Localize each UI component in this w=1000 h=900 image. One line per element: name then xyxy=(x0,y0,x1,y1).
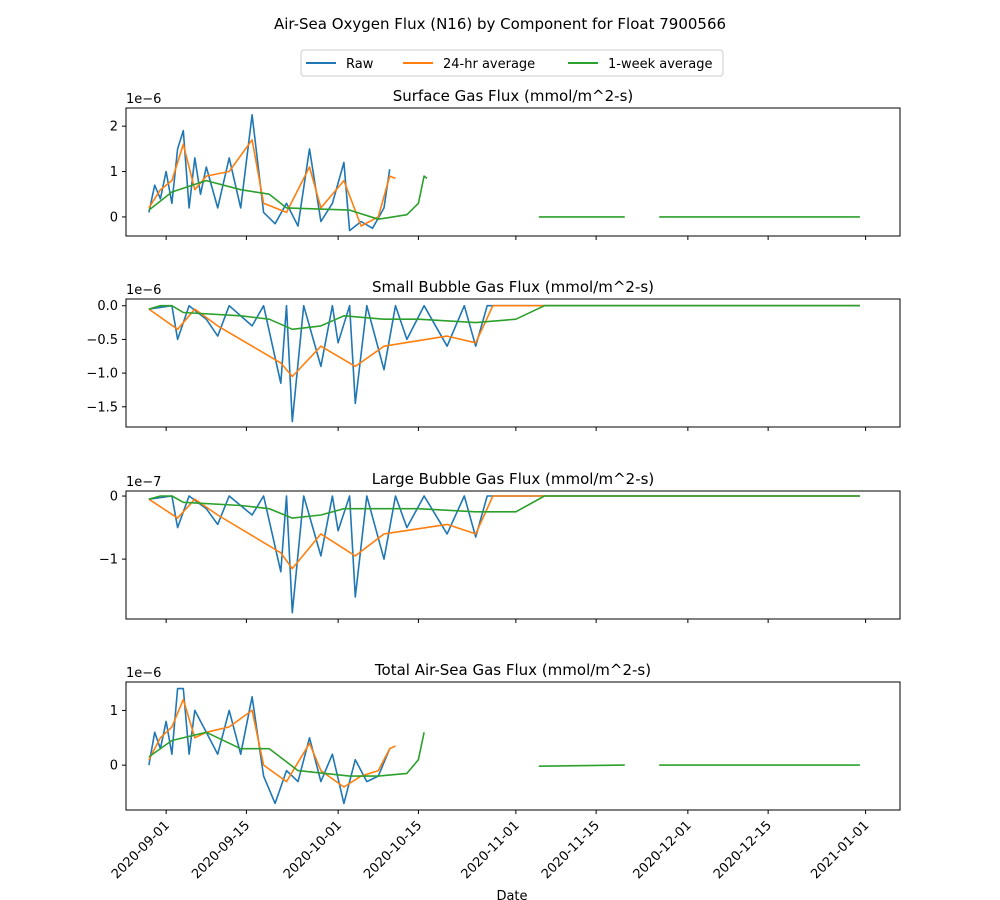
series-24-hr-average xyxy=(148,139,396,227)
series-1-week-average xyxy=(148,731,425,777)
subplot-4: Total Air-Sea Gas Flux (mmol/m^2-s) 1e−6 1… xyxy=(110,661,901,814)
y-tick-label: 1 xyxy=(110,704,118,719)
y-scale-offset-label: 1e−7 xyxy=(126,475,161,490)
subplots: Surface Gas Flux (mmol/m^2-s) 1e−6 2 1 0 Smal… xyxy=(86,87,901,814)
y-scale-offset-label: 1e−6 xyxy=(126,666,161,681)
y-tick-label: 0.0 xyxy=(97,299,118,314)
x-tick-label: 2020-12-01 xyxy=(631,818,695,882)
axes-frame xyxy=(125,107,901,237)
y-tick-label: 0 xyxy=(110,210,118,225)
series-raw xyxy=(148,114,391,232)
x-tick-label: 2020-12-15 xyxy=(711,818,775,882)
legend-label: 1-week average xyxy=(608,57,712,72)
y-tick-label: 0 xyxy=(110,490,118,505)
axes-frame xyxy=(125,681,901,811)
legend-label: Raw xyxy=(346,57,374,72)
x-tick-label: 2020-11-01 xyxy=(459,818,523,882)
series-1-week-average-segment xyxy=(538,764,625,767)
subplot-title: Large Bubble Gas Flux (mmol/m^2-s) xyxy=(372,470,655,488)
legend-label: 24-hr average xyxy=(443,57,535,72)
y-tick-label: 2 xyxy=(110,120,118,135)
plot-area xyxy=(148,495,860,614)
subplot-3: Large Bubble Gas Flux (mmol/m^2-s) 1e−7 0 −… xyxy=(99,470,901,623)
axes-frame xyxy=(125,490,901,620)
series-raw xyxy=(148,687,391,805)
y-tick-label: −0.5 xyxy=(86,333,118,348)
y-scale-offset-label: 1e−6 xyxy=(126,283,161,298)
subplot-title: Small Bubble Gas Flux (mmol/m^2-s) xyxy=(372,278,654,296)
plot-area xyxy=(148,304,860,423)
plot-area xyxy=(148,114,860,232)
legend: Raw 24-hr average 1-week average xyxy=(300,49,724,77)
series-raw xyxy=(148,495,860,614)
plot-area xyxy=(148,687,860,805)
subplot-2: Small Bubble Gas Flux (mmol/m^2-s) 1e−6 0.… xyxy=(86,278,901,431)
y-tick-label: −1.0 xyxy=(86,367,118,382)
series-raw xyxy=(148,304,860,423)
x-tick-label: 2020-09-01 xyxy=(109,818,173,882)
series-1-week-average xyxy=(148,304,860,331)
series-24-hr-average xyxy=(148,495,860,570)
x-axis-label: Date xyxy=(496,889,527,900)
x-axis-tick-labels: 2020-09-01 2020-09-15 2020-10-01 2020-10-15… xyxy=(109,818,873,882)
x-tick-label: 2021-01-01 xyxy=(808,818,872,882)
y-tick-label: 1 xyxy=(110,165,118,180)
y-scale-offset-label: 1e−6 xyxy=(126,92,161,107)
x-tick-label: 2020-11-15 xyxy=(539,818,603,882)
x-tick-label: 2020-09-15 xyxy=(189,818,253,882)
axes-frame xyxy=(125,298,901,428)
subplot-1: Surface Gas Flux (mmol/m^2-s) 1e−6 2 1 0 xyxy=(110,87,901,240)
series-1-week-average xyxy=(148,495,860,519)
x-tick-label: 2020-10-15 xyxy=(361,818,425,882)
legend-frame xyxy=(300,49,724,77)
series-24-hr-average xyxy=(148,698,396,788)
x-tick-label: 2020-10-01 xyxy=(281,818,345,882)
y-tick-label: −1 xyxy=(99,553,118,568)
series-24-hr-average xyxy=(148,304,860,378)
figure-title: Air-Sea Oxygen Flux (N16) by Component f… xyxy=(274,15,726,33)
y-tick-label: −1.5 xyxy=(86,400,118,415)
y-tick-label: 0 xyxy=(110,759,118,774)
subplot-title: Surface Gas Flux (mmol/m^2-s) xyxy=(393,87,634,105)
subplot-title: Total Air-Sea Gas Flux (mmol/m^2-s) xyxy=(374,661,651,679)
series-1-week-average xyxy=(148,175,428,220)
